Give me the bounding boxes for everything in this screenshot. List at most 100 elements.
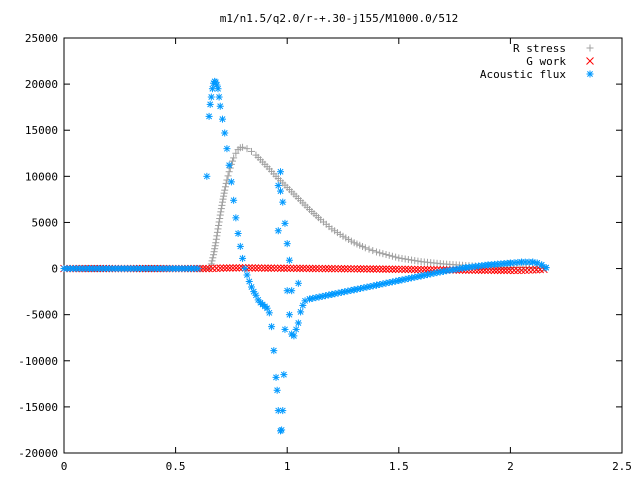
data-point: [385, 251, 393, 259]
data-point: [331, 264, 339, 273]
data-point: [210, 251, 218, 259]
data-point: [290, 332, 298, 340]
data-point: [219, 195, 227, 203]
data-point: [277, 187, 285, 195]
data-point: [216, 215, 224, 223]
data-point: [216, 211, 224, 219]
data-point: [247, 147, 255, 155]
x-tick-label: 0.5: [166, 460, 186, 473]
data-point: [216, 102, 224, 110]
data-point: [312, 264, 320, 273]
data-point: [230, 196, 238, 204]
data-point: [279, 407, 287, 415]
data-point: [232, 264, 241, 272]
data-point: [407, 265, 416, 274]
legend-marker: [586, 44, 594, 52]
data-point: [265, 309, 273, 317]
data-point: [302, 264, 311, 273]
data-point: [270, 347, 278, 355]
data-point: [214, 85, 222, 93]
y-tick-label: 0: [51, 263, 58, 276]
data-point: [281, 325, 289, 333]
data-point: [213, 228, 221, 236]
data-point: [372, 248, 380, 256]
data-point: [382, 251, 390, 259]
data-point: [223, 145, 231, 153]
y-tick-label: -15000: [18, 401, 58, 414]
data-point: [353, 285, 361, 293]
y-tick-label: 25000: [25, 32, 58, 45]
data-point: [220, 192, 228, 200]
data-point: [315, 264, 323, 273]
data-point: [217, 208, 225, 216]
data-point: [202, 264, 210, 273]
data-point: [294, 279, 302, 287]
data-point: [224, 172, 232, 180]
data-point: [273, 264, 282, 273]
data-point: [536, 265, 545, 274]
data-point: [510, 266, 518, 275]
data-point: [496, 266, 505, 275]
legend-marker: [586, 57, 594, 65]
data-point: [369, 247, 377, 255]
data-point: [525, 266, 533, 274]
data-point: [404, 256, 412, 264]
data-point: [216, 264, 225, 272]
data-point: [417, 265, 425, 274]
data-point: [321, 264, 330, 273]
data-point: [285, 256, 293, 264]
data-point: [227, 178, 235, 186]
data-point: [220, 189, 228, 197]
data-point: [395, 254, 403, 262]
data-point: [203, 172, 211, 180]
data-point: [385, 265, 394, 274]
data-point: [366, 265, 374, 273]
series-r-stress: [60, 143, 548, 273]
data-point: [212, 264, 221, 273]
data-point: [261, 264, 269, 272]
data-point: [248, 264, 256, 272]
data-point: [487, 266, 496, 275]
legend-label: Acoustic flux: [480, 68, 566, 81]
data-point: [211, 245, 219, 253]
data-point: [542, 264, 550, 272]
y-tick-label: 5000: [32, 216, 59, 229]
data-point: [214, 225, 222, 233]
data-point: [279, 198, 287, 206]
data-point: [506, 266, 515, 275]
data-point: [343, 264, 352, 273]
data-point: [277, 168, 285, 176]
plot-frame: [63, 37, 623, 454]
data-point: [493, 266, 502, 275]
data-point: [222, 264, 231, 272]
data-point: [215, 218, 223, 226]
y-tick-label: -10000: [18, 355, 58, 368]
data-point: [280, 264, 288, 273]
data-point: [411, 257, 419, 265]
data-point: [274, 182, 282, 190]
x-tick-label: 0: [61, 460, 68, 473]
data-point: [281, 219, 289, 227]
data-point: [420, 265, 429, 274]
data-point: [379, 265, 387, 273]
data-point: [365, 245, 373, 253]
y-tick-label: -20000: [18, 447, 58, 460]
data-point: [292, 325, 300, 333]
data-point: [398, 254, 406, 262]
data-point: [289, 264, 298, 273]
data-point: [308, 264, 317, 273]
data-point: [245, 277, 253, 285]
data-point: [410, 265, 419, 274]
data-point: [350, 264, 359, 273]
data-point: [217, 205, 225, 213]
data-point: [347, 264, 355, 273]
data-point: [286, 264, 295, 273]
data-point: [235, 264, 244, 272]
data-point: [230, 154, 238, 162]
data-point: [521, 266, 530, 275]
chart-title: m1/n1.5/q2.0/r-+.30-j155/M1000.0/512: [220, 12, 458, 25]
data-point: [529, 258, 537, 266]
data-point: [299, 264, 307, 273]
data-point: [517, 266, 526, 275]
